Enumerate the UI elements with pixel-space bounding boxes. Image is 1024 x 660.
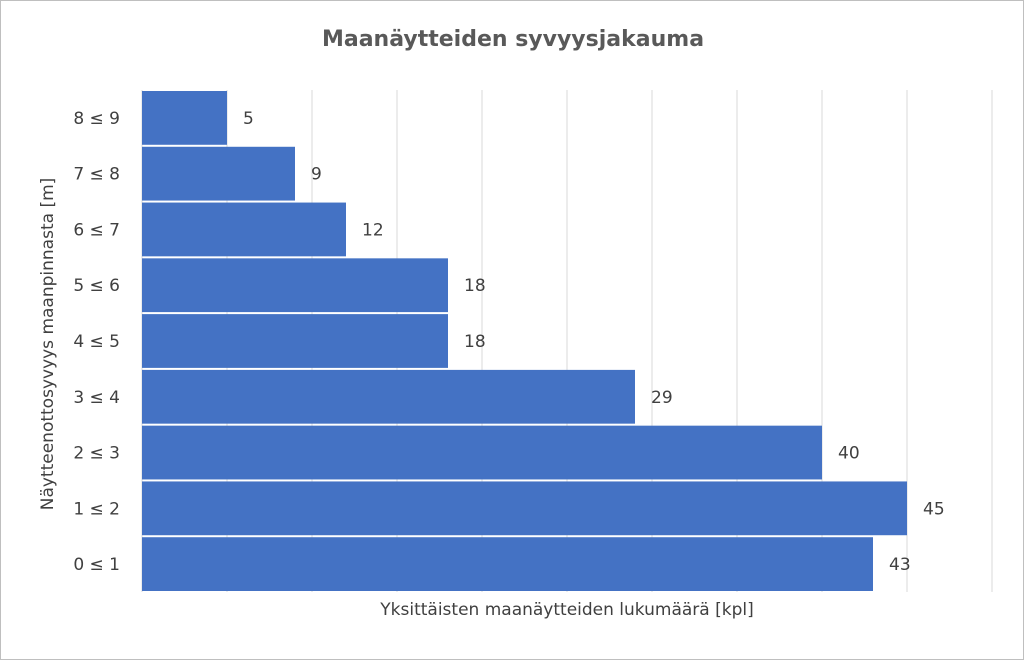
bar xyxy=(142,314,448,368)
data-label: 40 xyxy=(838,444,860,464)
category-label: 5 ≤ 6 xyxy=(73,276,120,296)
bar xyxy=(142,369,635,424)
category-label: 0 ≤ 1 xyxy=(73,555,120,575)
category-label: 3 ≤ 4 xyxy=(73,388,120,408)
data-label: 29 xyxy=(651,388,673,408)
data-label: 18 xyxy=(464,276,486,296)
chart-title: Maanäytteiden syvyysjakauma xyxy=(321,27,705,52)
data-label: 5 xyxy=(243,109,254,129)
bar xyxy=(142,425,822,480)
bars xyxy=(142,91,907,591)
data-label: 45 xyxy=(923,499,945,519)
data-label: 9 xyxy=(311,165,322,185)
bar xyxy=(142,202,346,257)
bar xyxy=(142,146,295,201)
bar xyxy=(142,91,227,145)
data-label: 43 xyxy=(889,555,911,575)
bar xyxy=(142,481,907,536)
category-label: 4 ≤ 5 xyxy=(73,332,120,352)
data-label: 18 xyxy=(464,332,486,352)
category-label: 2 ≤ 3 xyxy=(73,444,120,464)
x-axis-label: Yksittäisten maanäytteiden lukumäärä [kp… xyxy=(380,600,754,620)
category-label: 6 ≤ 7 xyxy=(73,220,120,240)
category-label: 1 ≤ 2 xyxy=(73,499,120,519)
category-label: 7 ≤ 8 xyxy=(73,165,120,185)
labels: 0 ≤ 1 43 1 ≤ 2 45 2 ≤ 3 40 3 ≤ 4 29 4 ≤ 5 18 5 ≤ 6… xyxy=(73,109,944,575)
bar xyxy=(142,258,448,313)
bar xyxy=(142,537,873,591)
category-label: 8 ≤ 9 xyxy=(73,109,120,129)
data-label: 12 xyxy=(362,220,384,240)
